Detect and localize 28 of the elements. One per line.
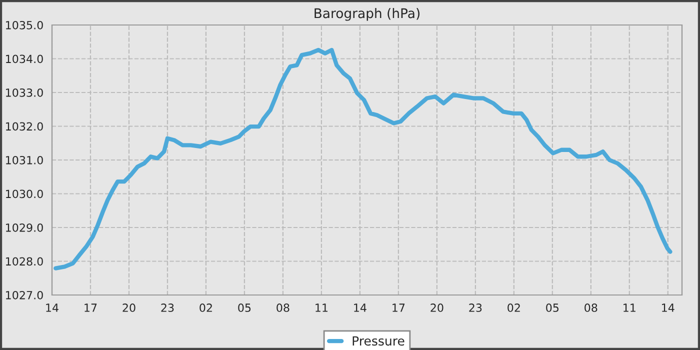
chart-title: Barograph (hPa) [314,8,420,21]
x-tick-label: 17 [84,304,97,312]
x-tick-label: 14 [354,304,366,312]
x-tick-label: 02 [508,304,520,312]
legend-label: Pressure [352,336,404,346]
x-tick-label: 11 [624,304,636,312]
x-tick-label: 14 [662,304,674,312]
x-tick-label: 08 [276,304,290,312]
x-tick-label: 17 [392,304,405,312]
y-tick-label: 1027.0 [6,290,43,300]
x-tick-label: 20 [430,304,444,312]
x-tick-label: 20 [122,304,136,312]
y-tick-label: 1035.0 [6,20,43,30]
y-tick-label: 1029.0 [6,223,43,232]
x-tick-label: 23 [469,304,482,312]
y-tick-label: 1033.0 [6,88,43,97]
x-tick-label: 23 [161,304,174,312]
x-tick-label: 08 [584,304,598,312]
y-tick-label: 1032.0 [6,122,43,131]
x-tick-label: 05 [546,304,559,312]
x-tick-label: 11 [316,304,328,312]
y-tick-label: 1034.0 [6,54,43,64]
x-tick-label: 02 [200,304,212,312]
y-tick-label: 1028.0 [6,257,43,266]
x-tick-label: 05 [238,304,251,312]
x-tick-label: 14 [46,304,58,312]
y-tick-label: 1031.0 [6,156,43,164]
y-tick-label: 1030.0 [6,190,43,198]
